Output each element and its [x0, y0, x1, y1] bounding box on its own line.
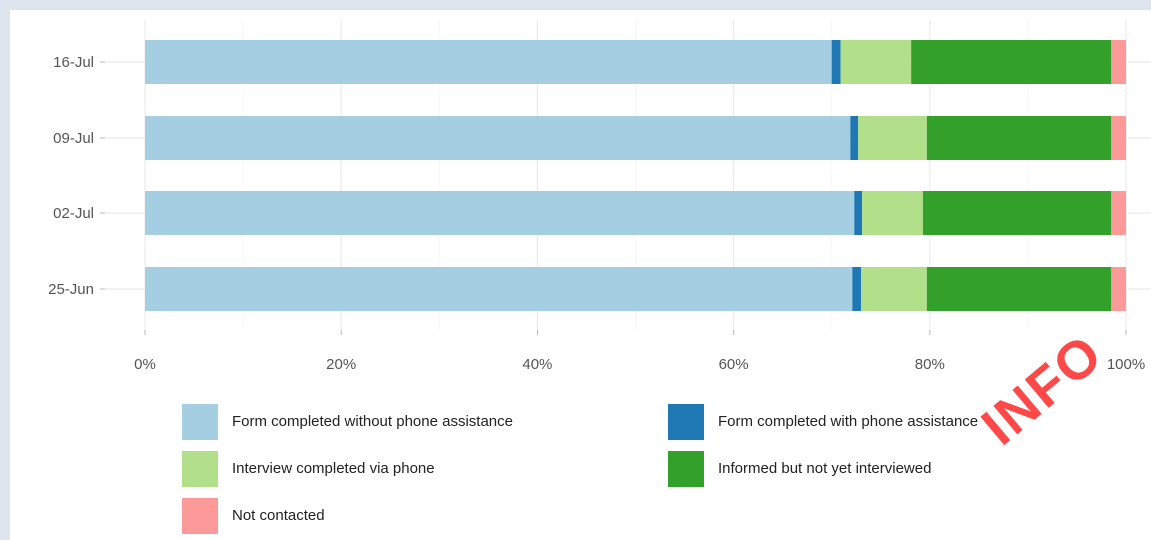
- legend-label: Not contacted: [232, 507, 325, 524]
- legend-item: Informed but not yet interviewed: [668, 445, 1108, 492]
- legend: Form completed without phone assistance F…: [182, 398, 1142, 540]
- legend-item: Interview completed via phone: [182, 445, 668, 492]
- bar-segment: [858, 116, 927, 160]
- legend-label: Form completed without phone assistance: [232, 413, 513, 430]
- x-tick-label: 20%: [326, 356, 356, 373]
- bar-segment: [926, 267, 1112, 311]
- bar-segment: [862, 191, 923, 235]
- bar-segment: [145, 267, 853, 311]
- bar-segment: [861, 267, 927, 311]
- y-axis-labels: 16-Jul 09-Jul 02-Jul 25-Jun: [48, 54, 105, 298]
- bar-segment: [926, 116, 1112, 160]
- bar-segment: [852, 267, 862, 311]
- bar-segment: [1111, 267, 1126, 311]
- bar-segment: [840, 40, 912, 84]
- x-tick-label: 40%: [522, 356, 552, 373]
- legend-item: Form completed with phone assistance: [668, 398, 1108, 445]
- bars: [145, 40, 1126, 311]
- bar-segment: [854, 191, 863, 235]
- legend-label: Form completed with phone assistance: [718, 413, 979, 430]
- chart-panel: 16-Jul 09-Jul 02-Jul 25-Jun 0% 20% 40% 60% 80% 1…: [10, 10, 1151, 540]
- bar-segment: [1111, 191, 1126, 235]
- y-tick-label: 16-Jul: [53, 54, 94, 71]
- legend-swatch: [668, 450, 704, 487]
- legend-label: Informed but not yet interviewed: [718, 460, 932, 477]
- x-tick-label: 60%: [719, 356, 749, 373]
- legend-swatch: [182, 450, 218, 487]
- x-tick-label: 0%: [134, 356, 156, 373]
- bar-segment: [145, 191, 855, 235]
- x-tick-label: 80%: [915, 356, 945, 373]
- bar-segment: [922, 191, 1112, 235]
- y-tick-label: 02-Jul: [53, 205, 94, 222]
- legend-swatch: [668, 403, 704, 440]
- legend-label: Interview completed via phone: [232, 460, 435, 477]
- x-axis-labels: 0% 20% 40% 60% 80% 100%: [134, 330, 1145, 373]
- bar-segment: [1111, 116, 1126, 160]
- legend-item: Not contacted: [182, 492, 668, 539]
- bar-segment: [1111, 40, 1126, 84]
- legend-item: Form completed without phone assistance: [182, 398, 668, 445]
- legend-swatch: [182, 497, 218, 534]
- x-tick-label: 100%: [1107, 356, 1145, 373]
- y-tick-label: 25-Jun: [48, 281, 94, 298]
- bar-segment: [911, 40, 1112, 84]
- y-tick-label: 09-Jul: [53, 130, 94, 147]
- bar-segment: [145, 40, 832, 84]
- stacked-bar-chart: 16-Jul 09-Jul 02-Jul 25-Jun 0% 20% 40% 60% 80% 1…: [48, 20, 1151, 373]
- bar-segment: [850, 116, 859, 160]
- bar-segment: [145, 116, 851, 160]
- legend-swatch: [182, 403, 218, 440]
- bar-segment: [831, 40, 841, 84]
